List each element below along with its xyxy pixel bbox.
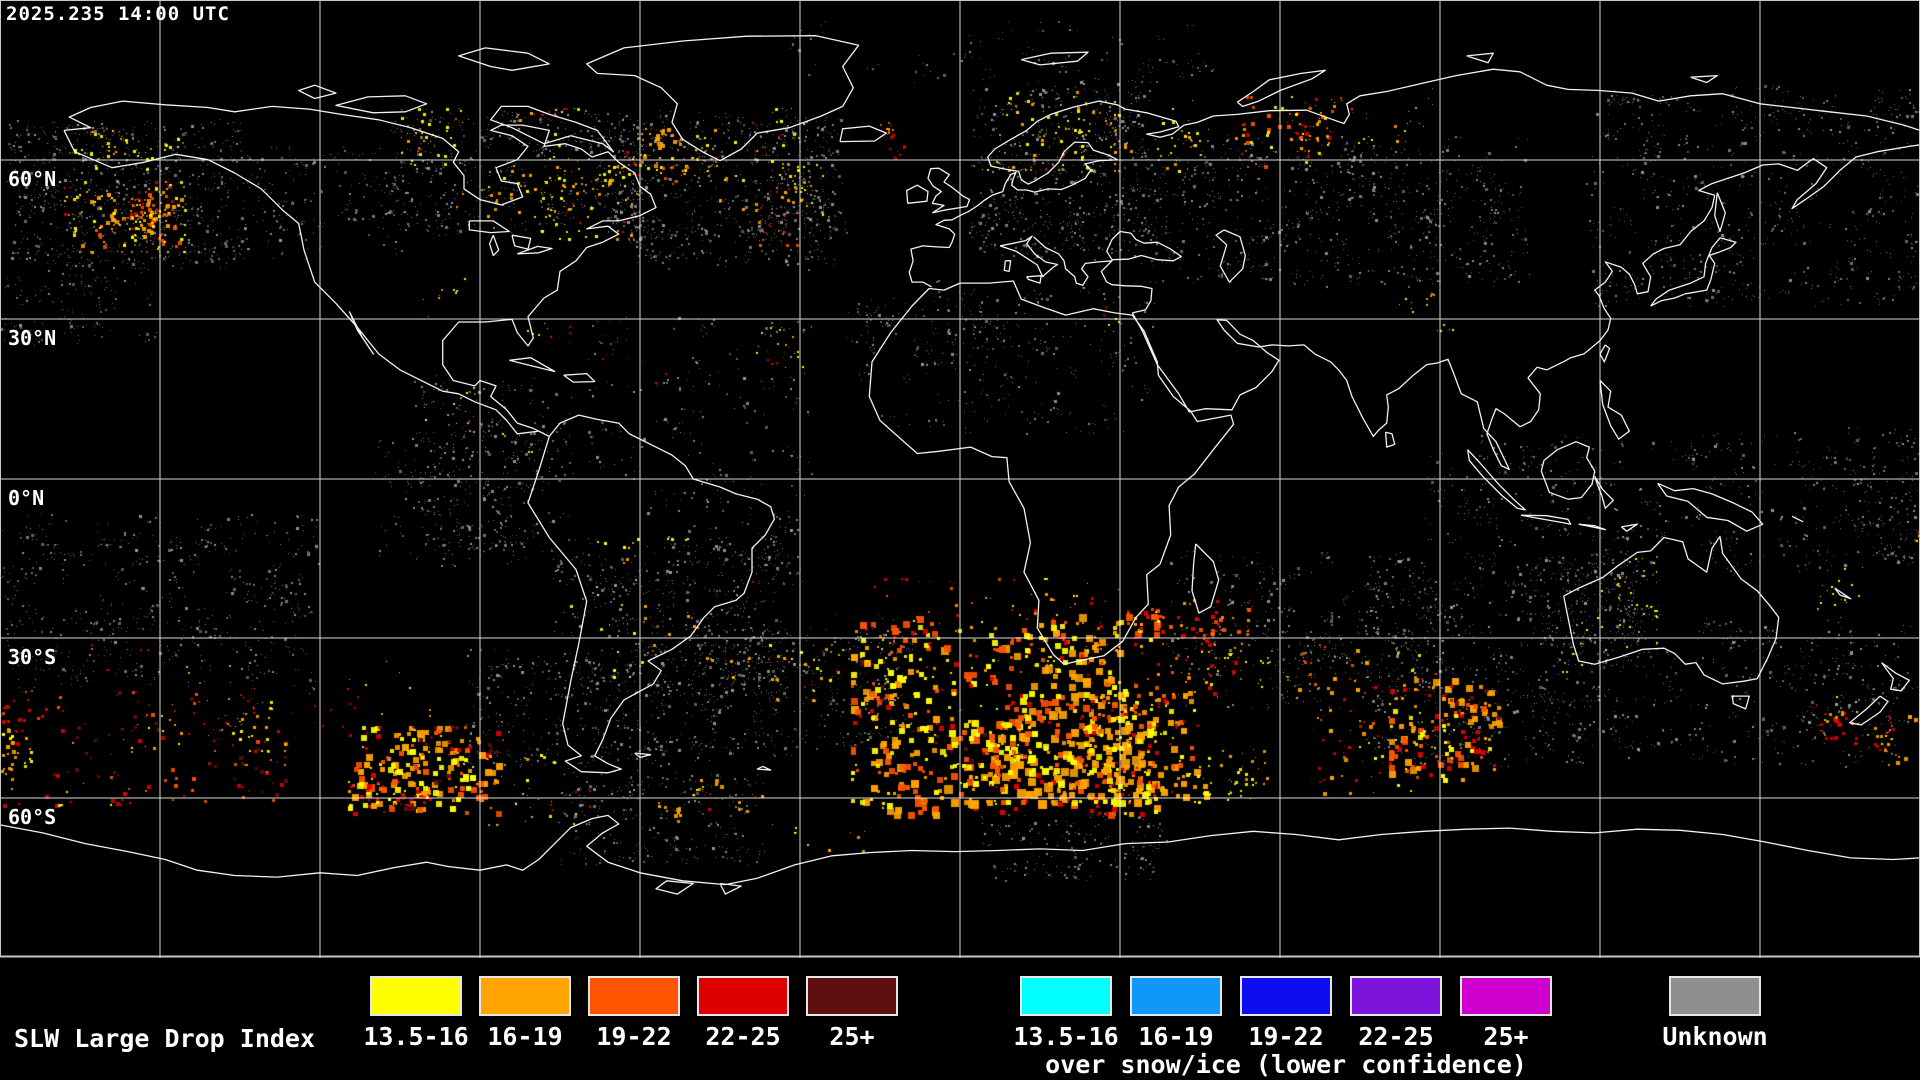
legend-label-over-snow-ice-3: 22-25: [1358, 1022, 1434, 1051]
legend-item-unknown-0: Unknown: [1662, 976, 1768, 1068]
legend-label-standard-4: 25+: [829, 1022, 875, 1051]
latitude-label-30S: 30°S: [8, 645, 56, 669]
legend-item-standard-4: 25+: [806, 976, 898, 1068]
legend-item-over-snow-ice-0: 13.5-16: [1013, 976, 1119, 1068]
legend-label-standard-0: 13.5-16: [363, 1022, 469, 1051]
legend-item-over-snow-ice-2: 19-22: [1240, 976, 1332, 1068]
legend-swatch-standard-1: [479, 976, 571, 1016]
legend-swatch-over-snow-ice-3: [1350, 976, 1442, 1016]
legend-label-over-snow-ice-0: 13.5-16: [1013, 1022, 1119, 1051]
legend-item-standard-3: 22-25: [697, 976, 789, 1068]
legend-item-over-snow-ice-1: 16-19: [1130, 976, 1222, 1068]
legend: SLW Large Drop Index 13.5-16 16-19 19-22 22…: [0, 958, 1920, 1080]
legend-item-over-snow-ice-4: 25+: [1460, 976, 1552, 1068]
legend-label-unknown-0: Unknown: [1662, 1022, 1768, 1051]
timestamp: 2025.235 14:00 UTC: [6, 3, 230, 25]
legend-swatch-standard-0: [370, 976, 462, 1016]
legend-swatch-unknown-0: [1669, 976, 1761, 1016]
legend-label-over-snow-ice-4: 25+: [1483, 1022, 1529, 1051]
legend-label-standard-3: 22-25: [705, 1022, 781, 1051]
latitude-label-60S: 60°S: [8, 805, 56, 829]
latitude-labels: 60°N 30°N 0°N 30°S 60°S: [8, 167, 56, 829]
legend-title: SLW Large Drop Index: [14, 1024, 316, 1053]
legend-swatch-over-snow-ice-4: [1460, 976, 1552, 1016]
legend-label-over-snow-ice-1: 16-19: [1138, 1022, 1214, 1051]
legend-swatch-standard-4: [806, 976, 898, 1016]
legend-swatch-over-snow-ice-1: [1130, 976, 1222, 1016]
legend-snow-ice-caption: over snow/ice (lower confidence): [1045, 1050, 1527, 1079]
legend-swatch-standard-3: [697, 976, 789, 1016]
coastlines: [0, 35, 1920, 895]
legend-item-standard-2: 19-22: [588, 976, 680, 1068]
legend-label-over-snow-ice-2: 19-22: [1248, 1022, 1324, 1051]
legend-label-standard-2: 19-22: [596, 1022, 672, 1051]
legend-item-over-snow-ice-3: 22-25: [1350, 976, 1442, 1068]
legend-swatch-over-snow-ice-2: [1240, 976, 1332, 1016]
world-map: 60°N 30°N 0°N 30°S 60°S: [0, 0, 1920, 958]
legend-swatch-standard-2: [588, 976, 680, 1016]
latitude-label-60N: 60°N: [8, 167, 56, 191]
latitude-label-30N: 30°N: [8, 326, 56, 350]
legend-item-standard-1: 16-19: [479, 976, 571, 1068]
legend-item-standard-0: 13.5-16: [363, 976, 469, 1068]
legend-swatch-over-snow-ice-0: [1020, 976, 1112, 1016]
legend-label-standard-1: 16-19: [487, 1022, 563, 1051]
latitude-label-0N: 0°N: [8, 486, 44, 510]
graticule-grid: [0, 0, 1920, 958]
